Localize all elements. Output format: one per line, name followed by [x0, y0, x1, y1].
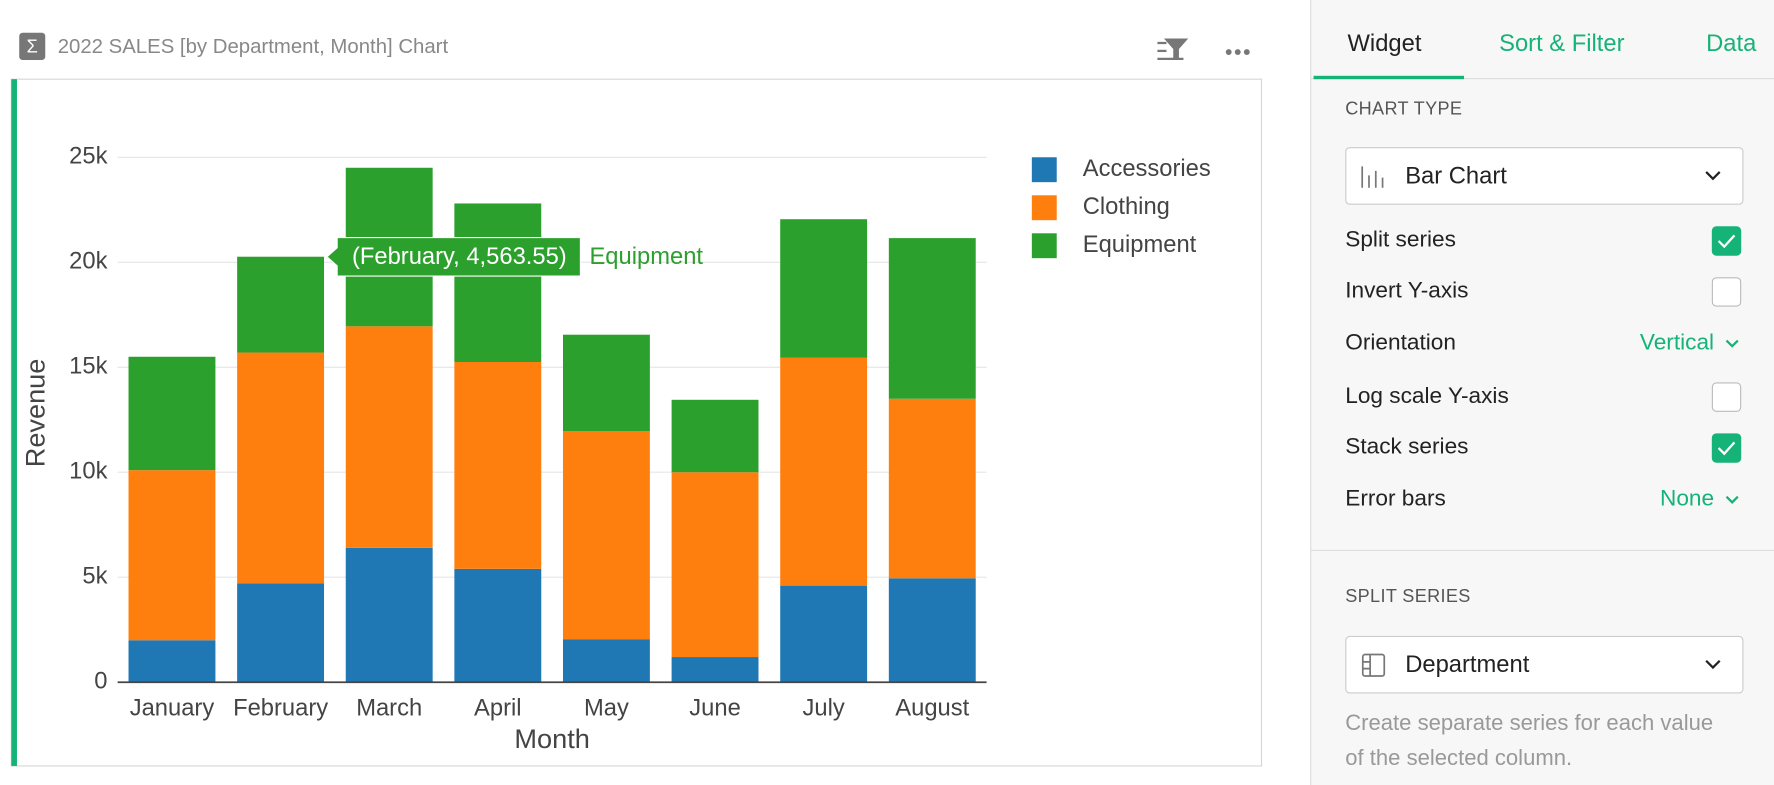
x-tick-label: January	[130, 695, 215, 722]
legend-swatch	[1031, 195, 1057, 221]
bar-segment	[562, 334, 650, 432]
chart-type-value: Bar Chart	[1405, 162, 1507, 189]
bar-segment	[237, 352, 325, 584]
bar-segment	[780, 219, 868, 358]
checkmark	[1717, 441, 1736, 456]
column-icon	[1361, 653, 1386, 677]
tooltip: (February, 4,563.55) Equipment	[326, 237, 703, 277]
bar-segment	[888, 578, 976, 683]
x-tick-label: March	[356, 695, 422, 722]
x-tick-label: June	[689, 695, 741, 722]
x-axis-label: Month	[514, 723, 589, 754]
bar-segment	[128, 356, 216, 471]
tab[interactable]: Data	[1706, 30, 1757, 57]
legend-swatch	[1031, 157, 1057, 183]
checkbox[interactable]	[1711, 433, 1742, 463]
x-tick-label: May	[584, 695, 629, 722]
filter-icon[interactable]	[1157, 38, 1189, 60]
divider	[1311, 549, 1774, 551]
checkbox[interactable]	[1711, 277, 1742, 307]
tab-underline	[1313, 75, 1465, 80]
help-text: Create separate series for each value of…	[1345, 710, 1714, 771]
y-tick-label: 0	[94, 668, 107, 695]
checkmark	[1717, 234, 1736, 249]
option-choice[interactable]: None	[1660, 487, 1741, 513]
summary-icon	[19, 32, 46, 60]
tab[interactable]: Sort & Filter	[1499, 30, 1625, 57]
y-tick-label: 15k	[69, 353, 107, 380]
chevron	[1705, 171, 1721, 181]
tooltip-box	[326, 237, 581, 277]
widget-title: 2022 SALES [by Department, Month] Chart	[58, 36, 449, 58]
divider	[1311, 78, 1774, 80]
bar-segment	[888, 398, 976, 579]
chart-type-select[interactable]: Bar Chart	[1345, 147, 1744, 205]
bar-segment	[562, 639, 650, 683]
chevron	[1725, 495, 1739, 504]
bar-segment	[128, 470, 216, 641]
option-label: Split series	[1345, 227, 1456, 253]
bar-segment	[671, 657, 759, 683]
bar-segment	[454, 568, 542, 683]
chevron	[1705, 659, 1721, 670]
bar-segment	[128, 640, 216, 683]
x-tick-label: February	[233, 695, 328, 722]
option-label: Orientation	[1345, 330, 1456, 356]
bar-segment	[780, 585, 868, 683]
bar-segment	[454, 203, 542, 363]
legend-label: Equipment	[1083, 231, 1197, 258]
checkbox[interactable]	[1711, 226, 1742, 256]
y-tick-label: 25k	[69, 143, 107, 170]
active-indicator	[11, 79, 17, 766]
tab[interactable]: Widget	[1347, 30, 1422, 57]
tooltip-series: Equipment	[589, 243, 703, 270]
split-column-value: Department	[1405, 651, 1530, 678]
x-tick-label: July	[803, 695, 845, 722]
bar-segment	[780, 357, 868, 586]
side-panel: Widget Sort & Filter Data CHART TYPE Bar…	[1310, 0, 1774, 785]
y-tick-label: 10k	[69, 458, 107, 485]
bar-segment	[237, 256, 325, 353]
bar-segment	[562, 431, 650, 640]
option-label: Error bars	[1345, 486, 1446, 512]
sigma: Σ	[27, 36, 38, 56]
legend-swatch	[1031, 233, 1057, 259]
bar-segment	[237, 583, 325, 683]
bar-icon	[1361, 166, 1384, 188]
option-choice[interactable]: Vertical	[1640, 330, 1741, 356]
choice-value: Vertical	[1639, 330, 1715, 356]
y-axis-label: Revenue	[20, 359, 51, 468]
choice-value: None	[1659, 486, 1715, 512]
bar-segment	[454, 362, 542, 569]
y-tick-label: 20k	[69, 248, 107, 275]
option-label: Invert Y-axis	[1345, 278, 1469, 304]
chevron	[1725, 339, 1739, 348]
legend-label: Clothing	[1083, 193, 1170, 220]
x-tick-label: April	[474, 695, 522, 722]
bar-segment	[671, 399, 759, 473]
section-heading: SPLIT SERIES	[1345, 587, 1471, 607]
bar-segment	[345, 326, 433, 548]
menu-icon[interactable]	[1225, 49, 1250, 55]
bar-segment	[345, 547, 433, 683]
tooltip-text: (February, 4,563.55)	[352, 243, 567, 270]
option-label: Log scale Y-axis	[1345, 383, 1509, 409]
chart-area: Σ 2022 SALES [by Department, Month] Char…	[10, 32, 1263, 767]
y-tick-label: 5k	[82, 563, 107, 590]
section-heading: CHART TYPE	[1345, 99, 1463, 119]
split-column-select[interactable]: Department	[1345, 635, 1744, 694]
x-tick-label: August	[895, 695, 969, 722]
option-label: Stack series	[1345, 434, 1469, 460]
checkbox[interactable]	[1711, 382, 1742, 412]
legend-label: Accessories	[1083, 155, 1211, 182]
bar-segment	[888, 238, 976, 399]
bar-segment	[671, 472, 759, 658]
